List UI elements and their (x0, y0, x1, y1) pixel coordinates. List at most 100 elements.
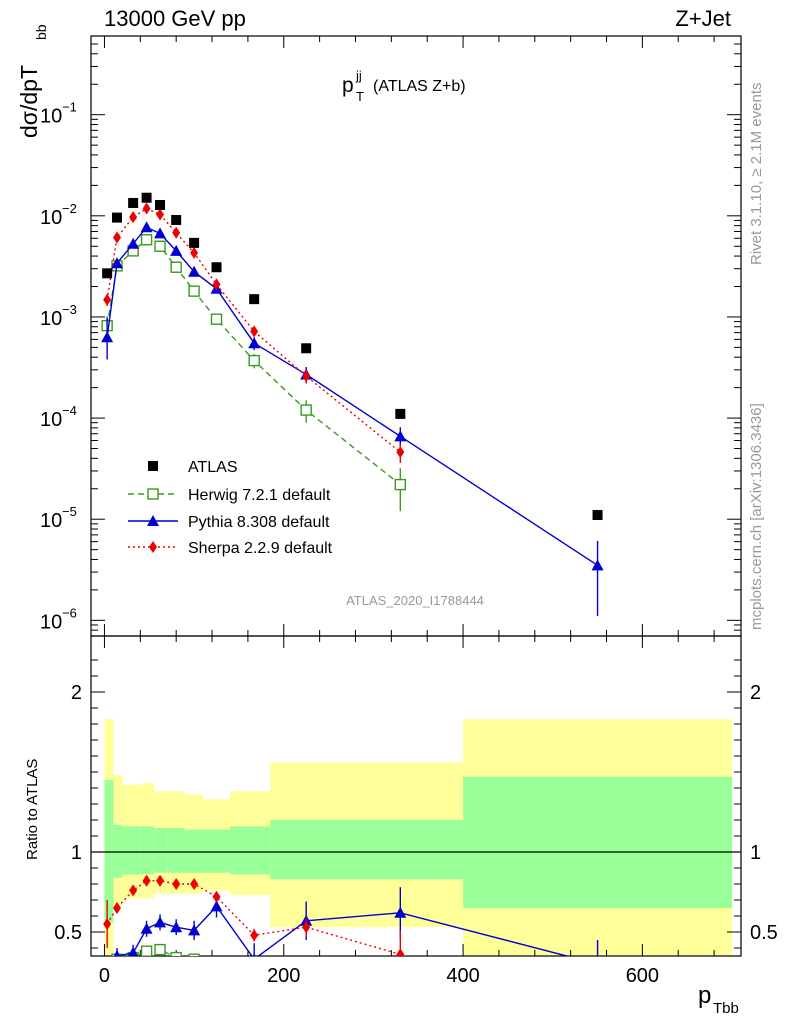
pythia-point (188, 265, 201, 277)
y-axis-label-sub: bb (33, 24, 49, 40)
title-text: (ATLAS Z+b) (373, 78, 466, 95)
pythia-ratio-point (188, 924, 201, 936)
pythia-ratio-point (170, 921, 183, 933)
y-tick-label: 10 (40, 510, 62, 532)
y-tick-label: 10 (40, 308, 62, 330)
ratio-tick-label-left: 0.5 (54, 922, 82, 944)
sherpa-point (142, 202, 151, 215)
atlas-point (128, 197, 139, 208)
sherpa-ratio-point (129, 884, 138, 897)
y-axis-label-main: dσ/dpT (16, 65, 42, 138)
ratio-tick-label-right: 2 (750, 682, 761, 704)
y-tick-exponent: −2 (62, 201, 77, 216)
pythia-ratio-point (128, 946, 139, 956)
herwig-point (188, 285, 200, 297)
sherpa-point (212, 278, 221, 291)
herwig-ratio-point (140, 945, 153, 956)
sherpa-ratio-point (302, 921, 311, 934)
atlas-point (211, 262, 222, 273)
herwig-ratio-point (188, 953, 200, 956)
legend-label-atlas: ATLAS (188, 459, 238, 476)
sherpa-point (396, 446, 405, 459)
ratio-axis-label: Ratio to ATLAS (24, 759, 41, 860)
axes-frame (90, 35, 742, 957)
sherpa-ratio-point (212, 890, 221, 903)
analysis-id: ATLAS_2020_I1788444 (346, 593, 484, 608)
atlas-point (141, 192, 152, 203)
y-tick-exponent: −1 (62, 100, 77, 115)
sherpa-point (113, 231, 121, 244)
pythia-ratio-point (154, 916, 167, 928)
atlas-point (301, 343, 312, 354)
band-inner (104, 780, 114, 923)
legend-marker-herwig (147, 488, 159, 500)
herwig-ratio-point (249, 967, 259, 977)
y-tick-exponent: −3 (62, 302, 77, 317)
y-tick-label: 10 (40, 611, 62, 633)
ratio-frame (90, 635, 742, 957)
y-tick-exponent: −6 (62, 605, 77, 620)
y-axis-label: dσ/dpT bb (16, 24, 49, 138)
pythia-ratio-point (394, 906, 407, 918)
sherpa-ratio-point (190, 878, 199, 890)
band-inner (203, 829, 230, 873)
pythia-ratio-point (140, 922, 153, 934)
herwig-ratio-point (170, 951, 182, 956)
atlas-point (592, 510, 603, 521)
herwig-point (140, 234, 153, 246)
ratio-uncertainty-bands (91, 719, 741, 956)
pythia-ratio-point (252, 953, 256, 956)
pythia-ratio-point (210, 900, 223, 912)
pythia-point (394, 430, 407, 442)
energy-label: 13000 GeV pp (104, 6, 246, 31)
legend-marker-sherpa (149, 541, 157, 553)
legend-marker-pythia (147, 515, 159, 526)
atlas-point (249, 294, 260, 305)
band-inner (167, 828, 186, 873)
ratio-tick-label-left: 1 (71, 842, 82, 864)
title-sup: jj (355, 68, 362, 83)
sherpa-ratio-point (156, 874, 165, 887)
ratio-tick-label-right: 1 (750, 842, 761, 864)
atlas-point (112, 212, 122, 223)
band-inner (122, 826, 141, 875)
pythia-point (140, 221, 153, 233)
x-tick-label: 0 (99, 965, 110, 987)
pythia-point (248, 337, 261, 349)
sherpa-ratio-point (250, 929, 259, 942)
band-inner (140, 826, 154, 875)
herwig-point (154, 240, 166, 252)
herwig-point (210, 313, 223, 325)
legend: ATLAS Herwig 7.2.1 default Pythia 8.308 de… (128, 459, 333, 557)
pythia-point (101, 331, 114, 343)
rivet-label: Rivet 3.1.10, ≥ 2.1M events (748, 83, 765, 266)
herwig-ratio-point (301, 969, 311, 979)
ratio-tick-label-right: 0.5 (750, 922, 778, 944)
main-plot-series (101, 192, 604, 617)
pythia-point (154, 227, 167, 239)
sherpa-point (172, 226, 181, 239)
x-axis-label-sub: Tbb (713, 1000, 739, 1017)
band-inner (153, 828, 168, 873)
y-tick-exponent: −5 (62, 504, 77, 519)
y-tick-label: 10 (40, 409, 62, 431)
x-tick-label: 200 (267, 965, 300, 987)
ratio-axis-label-text: Ratio to ATLAS (24, 759, 41, 860)
atlas-point (102, 268, 113, 279)
sherpa-point (129, 211, 138, 224)
sherpa-ratio-point (172, 878, 181, 890)
y-tick-label: 10 (40, 207, 62, 229)
title-main: p (342, 74, 354, 97)
legend-marker-atlas (148, 461, 158, 471)
legend-label-sherpa: Sherpa 2.2.9 default (188, 540, 333, 557)
sherpa-point (190, 246, 199, 259)
band-inner (113, 824, 123, 878)
sherpa-point (103, 293, 112, 306)
herwig-point (394, 478, 407, 491)
x-axis-label: p Tbb (698, 982, 739, 1017)
sherpa-ratio-point (103, 918, 112, 930)
ratio-plot-series (103, 874, 599, 979)
atlas-point (155, 199, 166, 210)
